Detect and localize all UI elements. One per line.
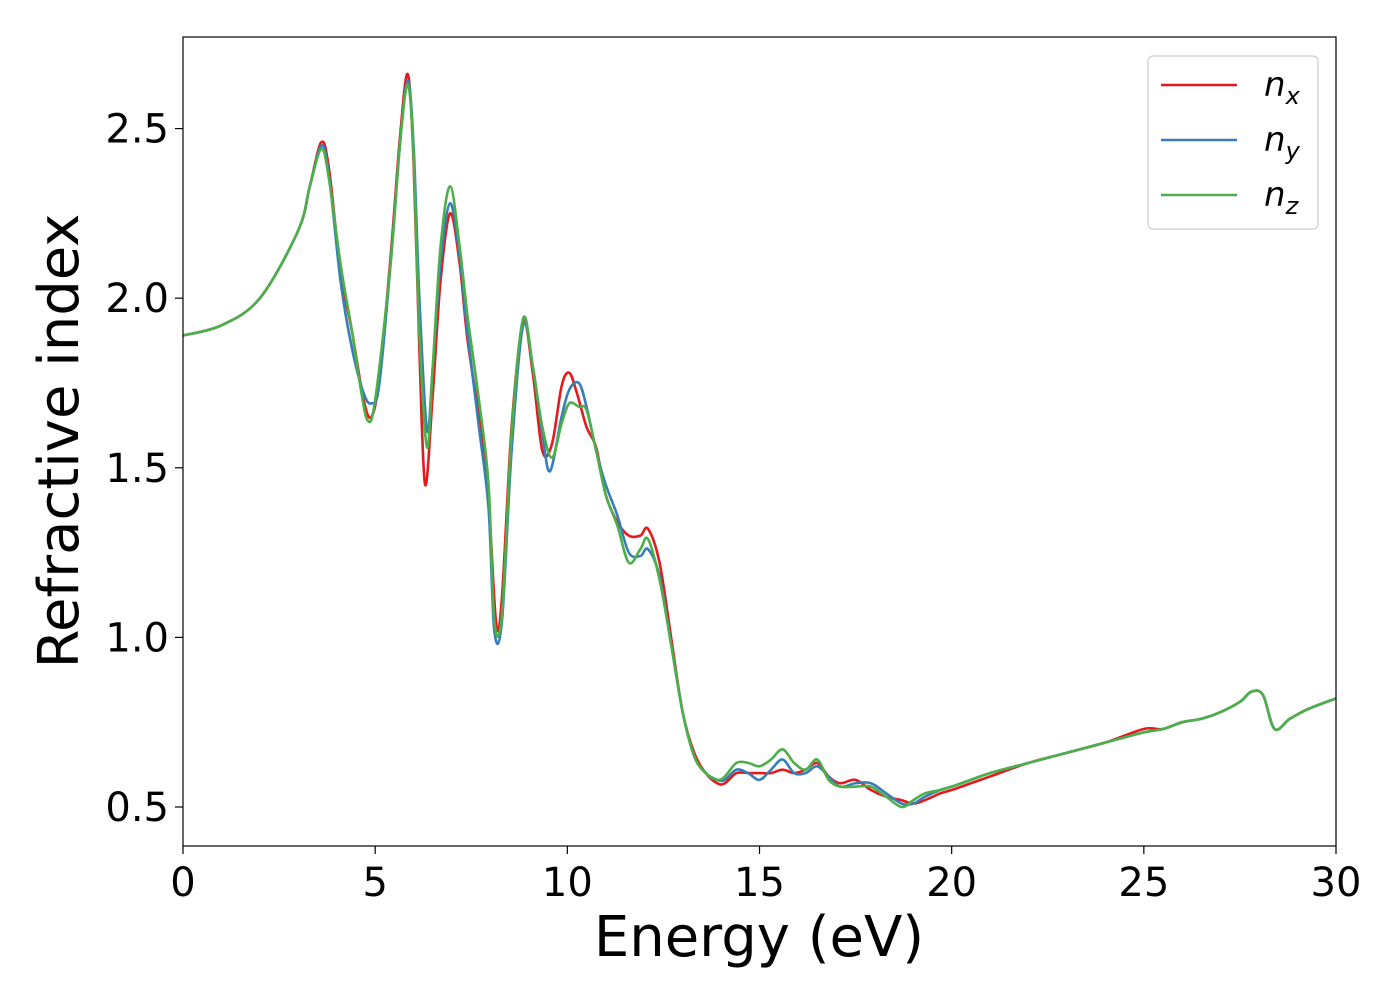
y-axis-title: Refractive index — [27, 214, 92, 669]
y-tick-label: 2.0 — [105, 276, 169, 322]
y-tick-label: 0.5 — [105, 785, 169, 831]
legend-box — [1147, 55, 1319, 230]
x-tick-label: 20 — [926, 860, 977, 906]
x-tick-label: 5 — [362, 860, 387, 906]
legend-label-z: nz — [1264, 175, 1300, 220]
x-tick-label: 15 — [734, 860, 785, 906]
x-tick-label: 0 — [170, 860, 195, 906]
x-tick-label: 30 — [1311, 860, 1362, 906]
legend: nx ny nz — [1147, 55, 1319, 230]
y-axis-ticks: 0.5 1.0 1.5 2.0 2.5 — [105, 107, 183, 831]
x-axis-title: Energy (eV) — [594, 905, 924, 970]
x-axis-ticks: 0 5 10 15 20 25 30 — [170, 846, 1361, 906]
y-tick-label: 1.5 — [105, 446, 169, 492]
series-layer — [182, 72, 1337, 809]
legend-label-y: ny — [1264, 120, 1301, 165]
legend-label-x: nx — [1264, 65, 1301, 110]
legend-entries: nx ny nz — [1161, 65, 1301, 220]
series-line-z — [182, 83, 1337, 809]
x-tick-label: 10 — [542, 860, 593, 906]
y-tick-label: 1.0 — [105, 615, 169, 661]
x-tick-label: 25 — [1118, 860, 1169, 906]
y-tick-label: 2.5 — [105, 107, 169, 153]
